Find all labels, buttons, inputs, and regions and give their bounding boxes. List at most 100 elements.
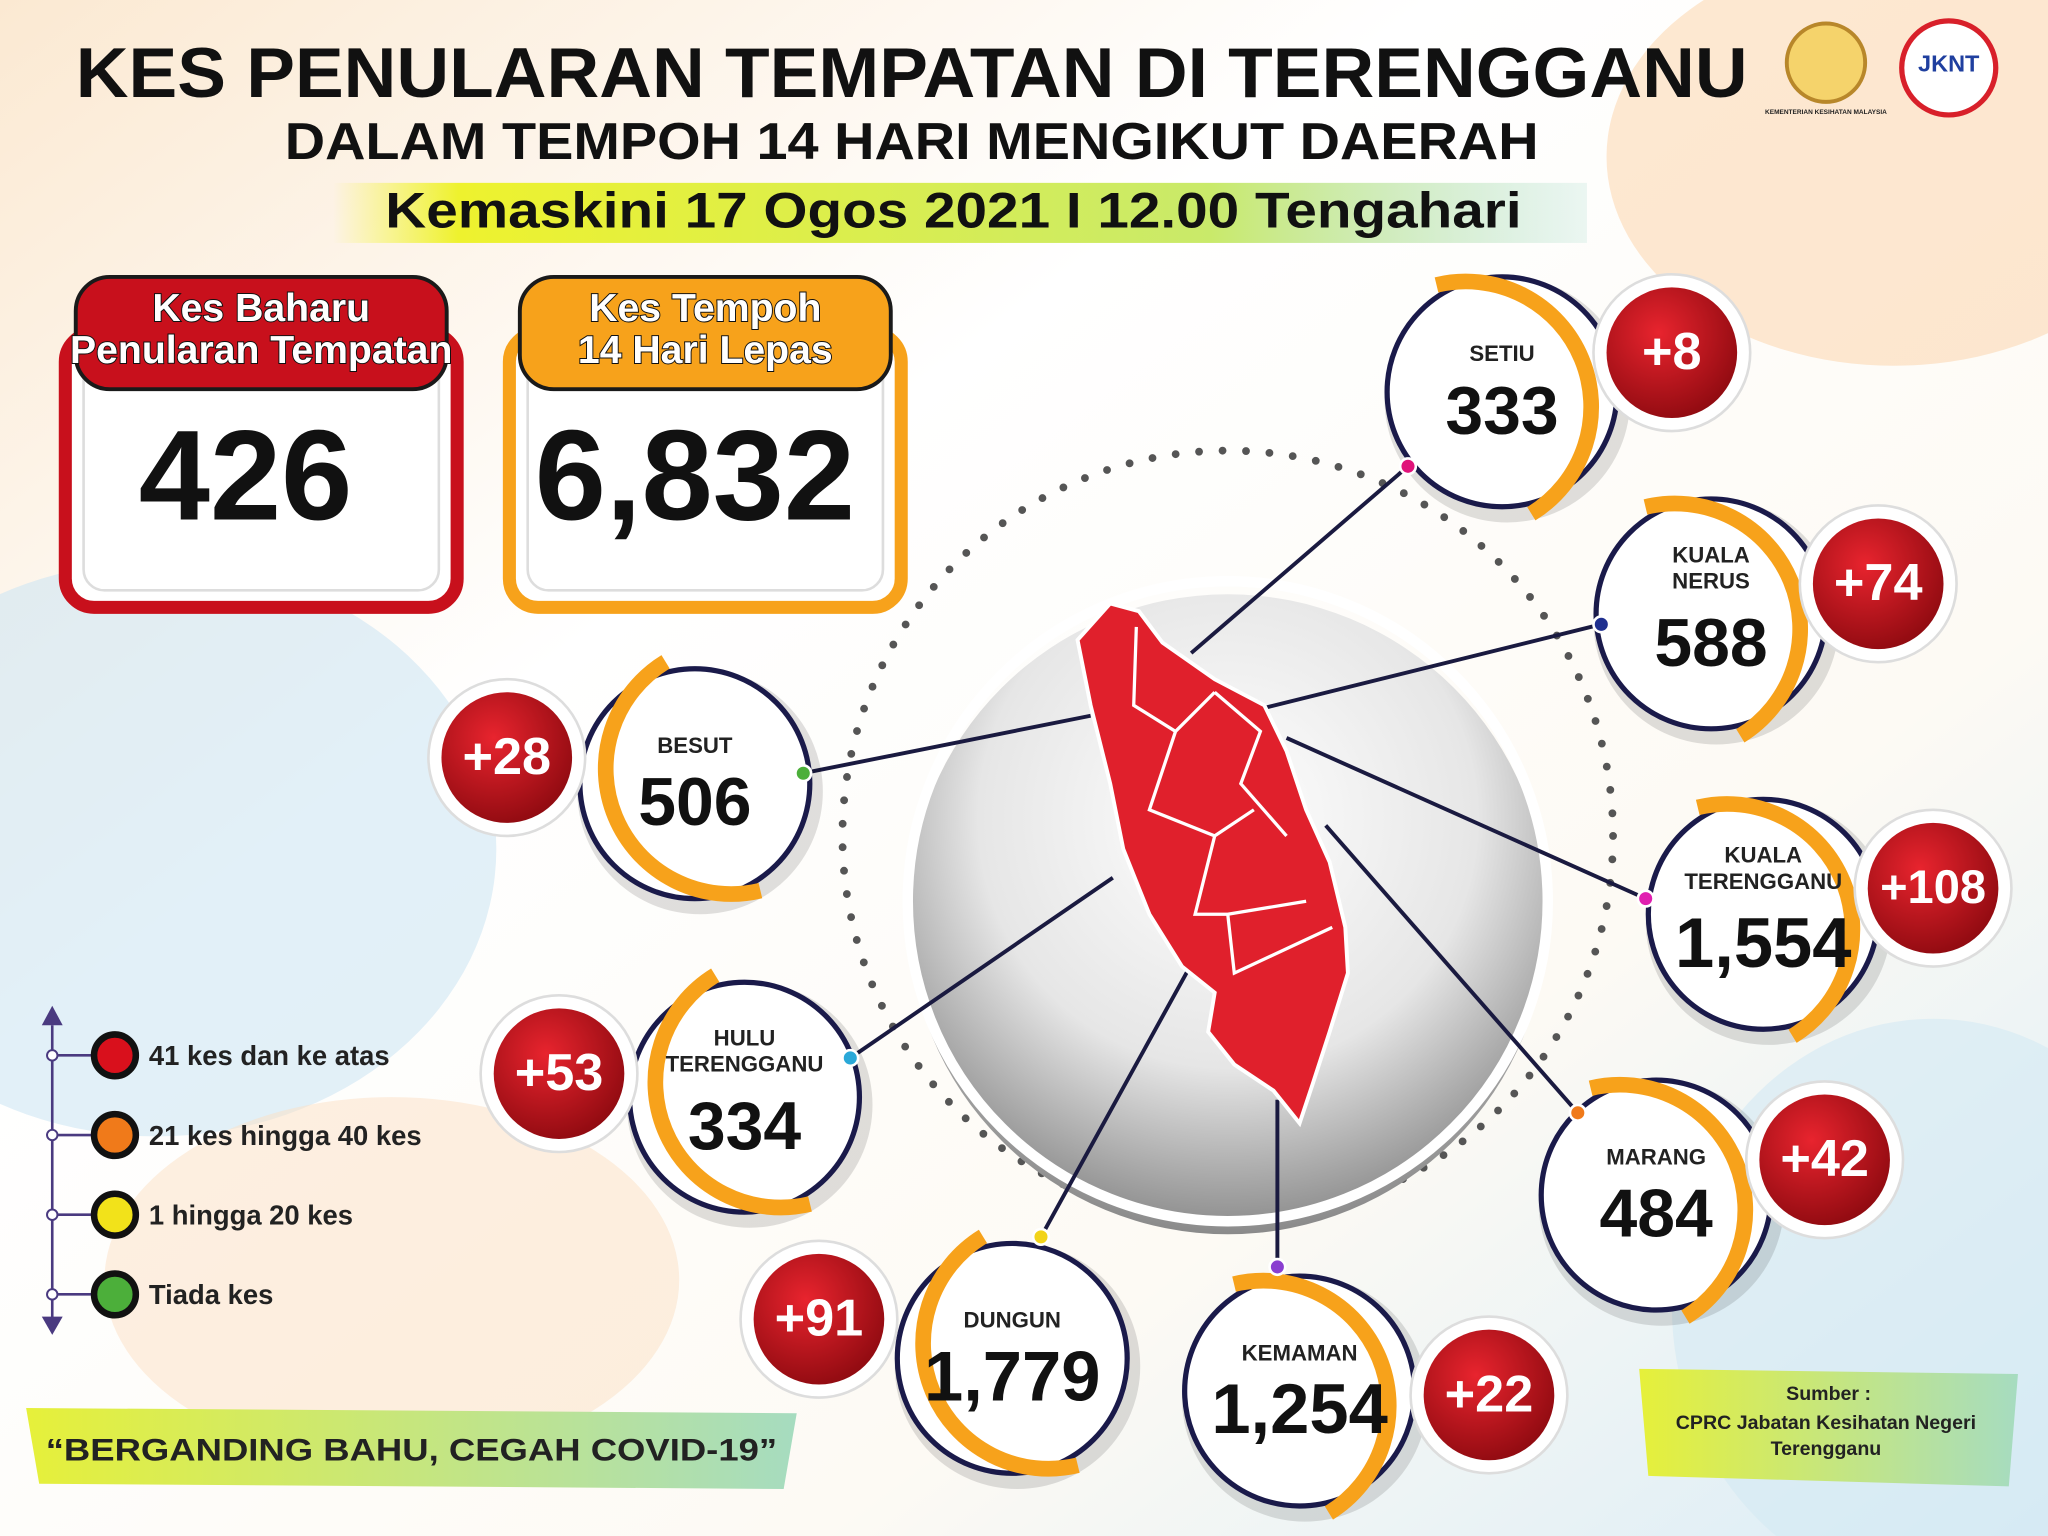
connector-dot [1636,889,1655,908]
district-borders [1132,626,1333,976]
district-name: KUALA [1672,542,1750,567]
connector [1324,824,1580,1115]
dotted-ring [838,446,1617,1226]
badge [753,1253,885,1385]
orange-arc [915,1229,1080,1477]
watercolor [104,1097,680,1463]
connector [1039,968,1191,1238]
legend-node [46,1208,59,1221]
district-total: 1,554 [1675,903,1851,982]
badge [493,1008,625,1139]
legend-label: Tiada kes [149,1279,273,1310]
connector-dot [1568,1103,1587,1122]
district-total: 506 [638,765,751,840]
legend-swatch [90,1110,140,1160]
district-name: TERENGGANU [1684,869,1842,894]
district-name: NERUS [1672,568,1750,593]
connector [802,713,1091,776]
district-total: 333 [1445,373,1558,448]
district-name: SETIU [1469,341,1534,366]
source-line: CPRC Jabatan Kesihatan Negeri [1676,1412,1976,1434]
orange-arc [1588,1076,1754,1324]
summary-label: Kes Tempoh [589,287,821,330]
legend-swatch [90,1270,140,1319]
connector-dot [1592,615,1611,634]
connector [849,876,1114,1060]
summary-value: 426 [139,405,353,548]
logo-text: KEMENTERIAN KESIHATAN MALAYSIA [1765,109,1887,116]
connector-dot [1398,457,1418,476]
orange-arc [1695,796,1861,1043]
legend-node [46,1288,59,1301]
legend-swatch [90,1031,140,1080]
new-cases: +28 [462,728,551,786]
orange-arc [1643,495,1808,743]
connector-dot [841,1048,860,1068]
subtitle: DALAM TEMPOH 14 HARI MENGIKUT DAERAH [285,113,1539,171]
badge [1812,518,1944,650]
summary-label: 14 Hari Lepas [578,329,833,372]
slogan-band [26,1408,797,1489]
jknt-logo [1899,18,1999,118]
connector [1189,464,1410,655]
summary-tab [517,274,893,392]
district-name: TERENGGANU [666,1052,824,1077]
district-total: 484 [1600,1177,1714,1252]
terengganu-map [1075,601,1350,1128]
legend-swatch [90,1190,140,1239]
new-cases: +22 [1445,1365,1534,1423]
connector [1263,622,1602,710]
new-cases: +91 [775,1290,864,1348]
source-line: Terengganu [1771,1438,1882,1460]
orange-arc [647,968,812,1216]
legend-node [46,1128,59,1142]
orange-arc [1434,273,1599,521]
connector-dot [794,764,813,783]
watercolor [0,561,497,1137]
badge [1606,287,1738,418]
badge [1759,1094,1890,1226]
connector-dot [1268,1257,1287,1277]
summary-label: Penularan Tempatan [70,329,452,372]
badge [1423,1329,1555,1461]
new-cases: +53 [515,1044,604,1102]
legend-arrow [41,1316,63,1335]
logo-text: JKNT [1918,51,1980,77]
summary-value: 6,832 [535,405,855,548]
district-total: 1,254 [1211,1369,1387,1448]
new-cases: +108 [1880,860,1986,913]
district-name: DUNGUN [964,1308,1061,1333]
slogan: “BERGANDING BAHU, CEGAH COVID-19” [46,1433,777,1468]
legend-label: 21 kes hingga 40 kes [149,1120,422,1151]
district-total: 1,779 [924,1337,1100,1416]
source-band [1639,1368,2018,1487]
district-name: KUALA [1724,843,1802,868]
connector-dot [1031,1227,1051,1247]
orange-arc [1232,1272,1397,1520]
new-cases: +74 [1834,554,1923,612]
district-total: 334 [688,1089,802,1164]
new-cases: +8 [1642,323,1702,381]
highlight [333,182,1587,243]
summary-tab [73,274,449,392]
district-name: KEMAMAN [1242,1340,1358,1365]
connector [1285,736,1647,901]
source-heading: Sumber : [1786,1383,1871,1405]
map-backdrop-rim [902,576,1553,1227]
legend-node [46,1049,59,1062]
legend-label: 41 kes dan ke atas [149,1040,390,1071]
orange-arc [597,655,763,902]
legend-label: 1 hingga 20 kes [149,1200,353,1231]
ministry-logo [1784,21,1868,104]
district-name: MARANG [1606,1144,1706,1169]
district-name: HULU [714,1026,776,1051]
badge [441,692,573,823]
summary-label: Kes Baharu [152,287,370,330]
legend-arrow [41,1005,63,1026]
district-name: BESUT [657,733,733,758]
new-cases: +42 [1780,1130,1869,1188]
district-total: 588 [1654,606,1767,681]
title: KES PENULARAN TEMPATAN DI TERENGGANU [76,33,1748,112]
